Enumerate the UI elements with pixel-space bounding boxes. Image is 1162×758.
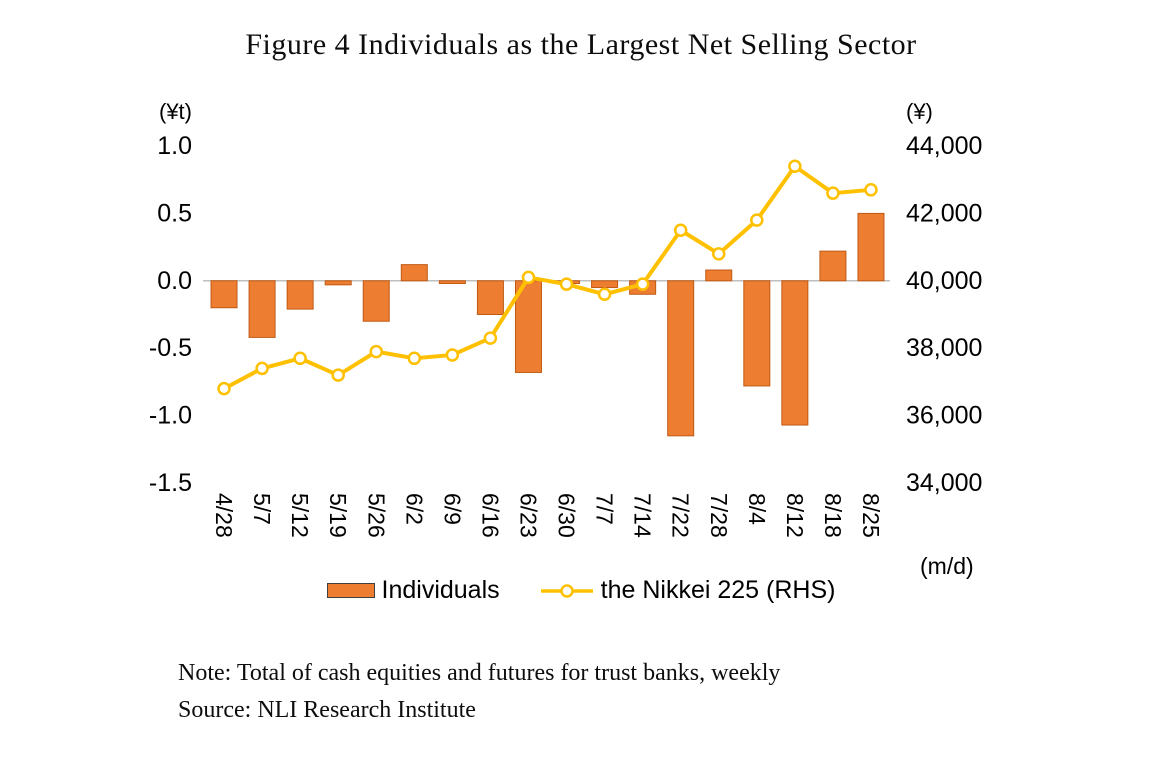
right-tick-label: 38,000 bbox=[906, 334, 982, 362]
bar-6/23 bbox=[514, 280, 542, 373]
x-category-label: 5/7 bbox=[249, 493, 275, 525]
left-tick-label: -1.0 bbox=[150, 402, 192, 430]
line-marker-6/2 bbox=[407, 351, 422, 366]
right-tick-label: 36,000 bbox=[906, 402, 982, 430]
right-axis-unit-label: (¥) bbox=[906, 99, 933, 124]
bar-8/12 bbox=[781, 280, 809, 426]
x-category-label: 5/26 bbox=[363, 493, 389, 538]
x-category-label: 5/12 bbox=[287, 493, 313, 538]
line-marker-4/28 bbox=[217, 381, 231, 396]
bar-8/18 bbox=[819, 250, 847, 282]
x-category-label: 6/16 bbox=[477, 493, 503, 538]
right-tick-label: 42,000 bbox=[906, 199, 982, 227]
line-marker-swatch-icon bbox=[540, 583, 593, 598]
x-category-label: 8/12 bbox=[782, 493, 808, 538]
nikkei-line bbox=[222, 164, 873, 391]
bar-5/26 bbox=[362, 280, 390, 322]
bar-8/4 bbox=[743, 280, 771, 387]
left-tick-label: 0.5 bbox=[157, 199, 192, 227]
legend-label-individuals: Individuals bbox=[381, 576, 500, 604]
line-marker-8/25 bbox=[864, 183, 878, 197]
legend-label-nikkei: the Nikkei 225 (RHS) bbox=[600, 576, 836, 604]
line-marker-5/12 bbox=[293, 351, 307, 366]
left-tick-label: -0.5 bbox=[150, 334, 192, 362]
bar-4/28 bbox=[210, 280, 238, 309]
x-category-label: 6/2 bbox=[401, 493, 427, 525]
x-category-label: 6/9 bbox=[439, 493, 465, 525]
line-marker-6/16 bbox=[483, 331, 498, 345]
left-tick-label: 0.0 bbox=[157, 267, 192, 295]
x-category-label: 6/23 bbox=[515, 493, 541, 538]
line-marker-5/26 bbox=[369, 344, 383, 359]
bar-swatch-icon bbox=[326, 583, 375, 598]
right-tick-label: 44,000 bbox=[906, 132, 982, 160]
bar-5/19 bbox=[324, 280, 352, 286]
line-marker-8/12 bbox=[788, 159, 802, 173]
bar-5/7 bbox=[248, 280, 276, 338]
chart-area: 1.0 0.5 0.0 -0.5 -1.0 -1.5 44,000 42,000 40,000 3… bbox=[149, 95, 1010, 565]
legend-item-nikkei: the Nikkei 225 (RHS) bbox=[540, 576, 836, 605]
bar-7/7 bbox=[591, 280, 619, 289]
bar-5/12 bbox=[286, 280, 314, 310]
left-tick-label: -1.5 bbox=[150, 469, 192, 497]
x-category-label: 5/19 bbox=[325, 493, 351, 538]
line-marker-5/19 bbox=[331, 368, 345, 382]
combo-chart: 1.0 0.5 0.0 -0.5 -1.0 -1.5 44,000 42,000 40,000 3… bbox=[149, 99, 983, 538]
x-category-label: 8/25 bbox=[858, 493, 884, 538]
line-marker-6/30 bbox=[559, 277, 574, 291]
x-category-label: 6/30 bbox=[554, 493, 580, 538]
x-category-label: 8/18 bbox=[820, 493, 846, 538]
x-category-label: 7/22 bbox=[668, 493, 694, 538]
x-category-label: 7/28 bbox=[706, 493, 732, 538]
figure-title: Figure 4 Individuals as the Largest Net … bbox=[245, 28, 917, 61]
left-tick-label: 1.0 bbox=[157, 132, 192, 160]
chart-legend: Individuals the Nikkei 225 (RHS) bbox=[0, 576, 1162, 605]
source-text: Source: NLI Research Institute bbox=[178, 697, 476, 723]
note-text: Note: Total of cash equities and futures… bbox=[178, 660, 781, 686]
line-marker-7/14 bbox=[635, 277, 650, 291]
x-category-label: 8/4 bbox=[744, 493, 770, 525]
bar-7/22 bbox=[667, 280, 695, 437]
left-axis-unit-label: (¥t) bbox=[159, 99, 192, 124]
line-marker-6/9 bbox=[445, 348, 460, 362]
bar-7/28 bbox=[705, 269, 733, 282]
line-marker-5/7 bbox=[255, 361, 269, 376]
x-category-label: 4/28 bbox=[211, 493, 237, 538]
x-category-label: 7/7 bbox=[592, 493, 618, 525]
line-marker-6/23 bbox=[521, 270, 536, 285]
bar-8/25 bbox=[857, 212, 885, 282]
bar-6/9 bbox=[438, 280, 466, 284]
x-axis-unit-label: (m/d) bbox=[920, 553, 974, 579]
x-category-label: 7/14 bbox=[630, 493, 656, 538]
line-marker-7/28 bbox=[712, 247, 726, 261]
bar-6/16 bbox=[476, 280, 504, 316]
bar-6/2 bbox=[400, 264, 428, 282]
line-marker-7/22 bbox=[673, 223, 688, 237]
line-marker-8/18 bbox=[826, 186, 840, 200]
line-marker-8/4 bbox=[750, 213, 764, 227]
legend-item-individuals: Individuals bbox=[326, 576, 500, 605]
right-tick-label: 40,000 bbox=[906, 267, 982, 295]
right-tick-label: 34,000 bbox=[906, 469, 982, 497]
line-marker-7/7 bbox=[597, 287, 612, 302]
